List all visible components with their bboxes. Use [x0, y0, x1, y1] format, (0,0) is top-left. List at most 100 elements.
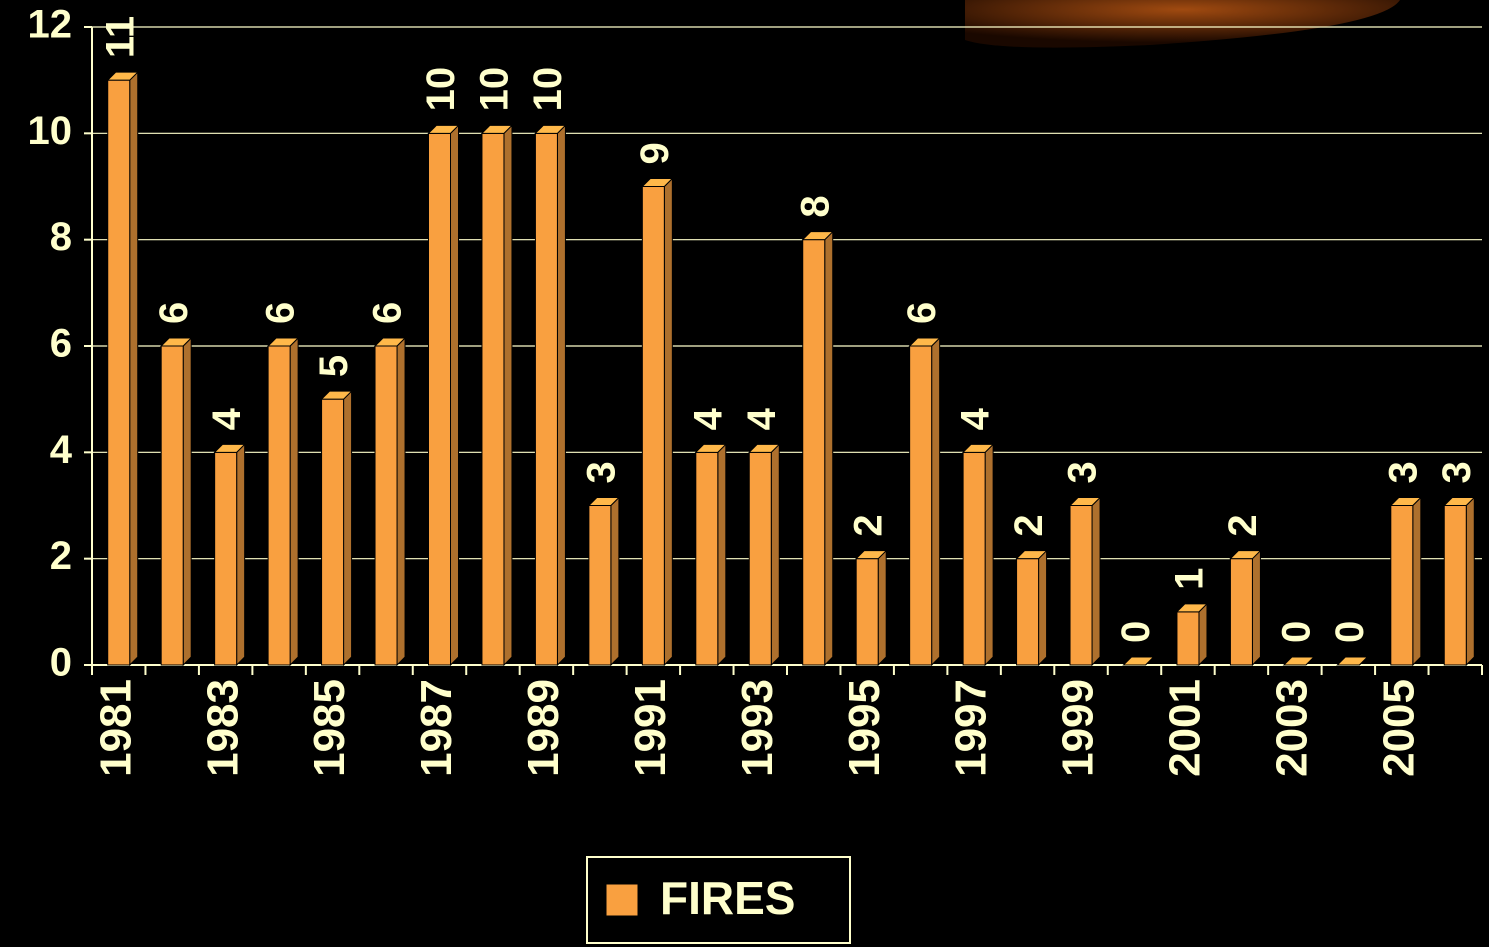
x-tick-label: 1985 [305, 679, 354, 777]
bar-side [129, 70, 139, 667]
bar-top [213, 443, 246, 453]
data-label: 3 [579, 461, 623, 483]
bar [267, 345, 291, 666]
bar [1069, 505, 1093, 666]
bar-top [266, 337, 300, 347]
data-label: 4 [954, 407, 998, 430]
bar-side [931, 336, 941, 667]
decoration [965, 0, 1400, 48]
bar-top [694, 443, 728, 453]
x-tick-label: 1987 [412, 679, 461, 777]
data-label: 8 [793, 195, 837, 217]
y-tick-label: 10 [28, 109, 73, 153]
bar-top [534, 124, 567, 134]
bar-top [854, 550, 888, 560]
bar-side [717, 443, 727, 667]
bar [321, 398, 345, 666]
bar-top [641, 178, 674, 187]
bar-top [106, 71, 139, 81]
bar [214, 451, 238, 666]
data-label: 3 [1381, 461, 1425, 483]
bar-top [1122, 656, 1155, 666]
bar-side [182, 336, 192, 667]
data-label: 6 [366, 302, 410, 324]
data-label: 5 [312, 355, 356, 377]
x-tick-label: 1989 [519, 679, 568, 777]
bar-side [824, 230, 834, 667]
bar [481, 132, 505, 666]
bar [748, 451, 772, 666]
bar-top [1175, 603, 1209, 613]
bar-side [1038, 549, 1048, 667]
data-label: 0 [1274, 621, 1318, 643]
data-label: 6 [259, 302, 303, 324]
bar-side [236, 443, 246, 667]
bar-side [984, 443, 994, 667]
data-label: 10 [473, 67, 517, 112]
x-tick-label: 1995 [840, 679, 889, 777]
x-tick-label: 1991 [626, 679, 675, 777]
bar [1443, 505, 1467, 666]
bar-side [1198, 602, 1208, 667]
bar [1176, 611, 1200, 666]
data-label: 4 [686, 407, 730, 430]
data-label: 4 [740, 407, 784, 430]
bar-side [396, 336, 406, 667]
y-tick-label: 8 [50, 215, 72, 259]
data-label: 6 [152, 302, 196, 324]
bar-top [1229, 550, 1262, 560]
bar [1229, 558, 1253, 666]
bar-top [1336, 656, 1369, 666]
bar-side [663, 177, 673, 667]
bar-top [373, 337, 407, 347]
bar [107, 79, 131, 666]
bar-top [480, 124, 514, 134]
data-label: 2 [847, 514, 891, 536]
bar [962, 451, 986, 666]
data-label: 9 [633, 142, 677, 164]
bar [855, 558, 879, 666]
data-label: 10 [419, 67, 463, 112]
bar-top [1389, 497, 1423, 506]
x-tick-label: 2001 [1161, 679, 1210, 777]
y-tick-label: 4 [50, 428, 73, 472]
bar-side [556, 124, 566, 667]
bar-top [908, 337, 941, 347]
legend-label: FIRES [660, 872, 795, 924]
bar-side [503, 124, 513, 667]
y-tick-label: 6 [50, 322, 72, 366]
bar [909, 345, 933, 666]
bar-top [801, 231, 834, 241]
legend: FIRES [586, 856, 851, 944]
bar-side [289, 336, 299, 667]
bar-side [770, 443, 780, 667]
bar [1016, 558, 1040, 666]
bar-side [1091, 496, 1101, 667]
bar-side [877, 549, 887, 667]
bar [374, 345, 398, 666]
bar-top [748, 443, 781, 453]
data-label: 2 [1007, 514, 1051, 536]
x-tick-label: 1983 [198, 679, 247, 777]
bar-top [1282, 656, 1316, 666]
x-tick-label: 1999 [1054, 679, 1103, 777]
x-tick-label: 2005 [1374, 679, 1423, 777]
bar-top [320, 390, 353, 400]
bar-side [343, 389, 353, 667]
data-label: 2 [1221, 514, 1265, 536]
data-label: 0 [1114, 621, 1158, 643]
bar-top [587, 497, 621, 506]
data-label: 3 [1061, 461, 1105, 483]
bar-side [610, 496, 620, 667]
data-label: 1 [1168, 568, 1212, 590]
data-label: 0 [1328, 621, 1372, 643]
y-tick-label: 2 [50, 534, 72, 578]
bar-side [450, 124, 459, 667]
bar-top [1443, 497, 1476, 506]
data-label: 10 [526, 67, 570, 112]
data-label: 4 [205, 407, 249, 430]
bar [160, 345, 184, 666]
bar-top [1015, 550, 1048, 560]
x-tick-label: 1997 [947, 679, 996, 777]
